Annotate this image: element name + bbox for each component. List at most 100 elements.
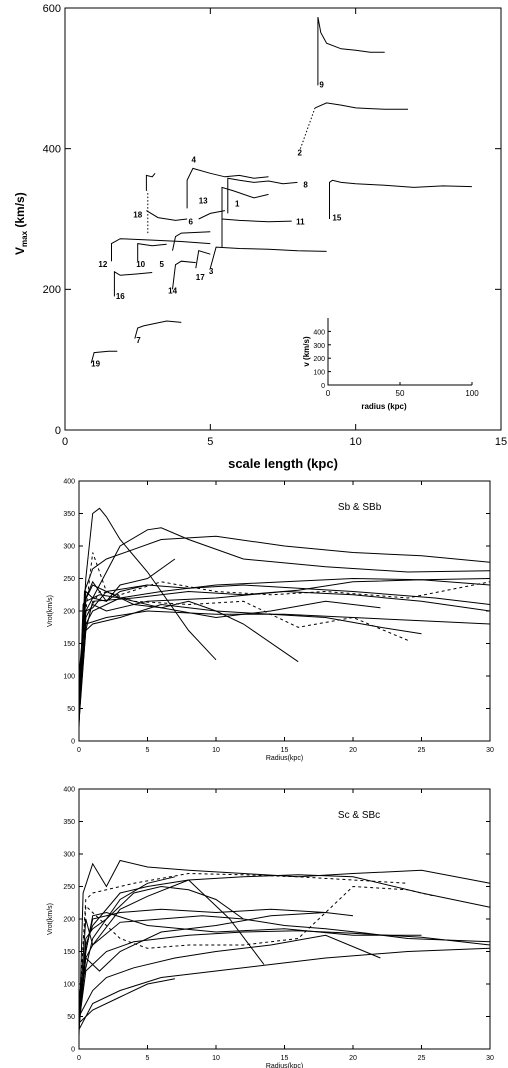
x-tick-label-2-3: 15 <box>281 1055 289 1062</box>
galaxy-curve-7 <box>134 320 182 339</box>
rotation-curve-1-9 <box>78 594 381 690</box>
y-axis-label-0: Vmax (km/s) <box>13 192 29 255</box>
galaxy-curve-1 <box>221 186 269 248</box>
x-tick-label-0-2: 10 <box>350 436 362 448</box>
inset-y-tick-label-3: 300 <box>313 343 325 350</box>
x-tick-label-1-1: 5 <box>146 747 150 754</box>
galaxy-label-13: 13 <box>199 197 208 206</box>
y-axis-label-1: Vrot(km/s) <box>47 595 54 627</box>
x-axis-label-2: Radius(kpc) <box>266 1063 303 1068</box>
x-tick-label-2-6: 30 <box>486 1055 494 1062</box>
galaxy-curve-13 <box>198 210 225 220</box>
galaxy-curve-10 <box>137 243 167 262</box>
x-tick-label-1-4: 20 <box>349 747 357 754</box>
rotation-curve-2-10 <box>78 978 175 1024</box>
rotation-curve-2-11 <box>78 911 422 1030</box>
x-tick-label-1-5: 25 <box>418 747 426 754</box>
inset-y-tick-label-1: 100 <box>313 370 325 377</box>
rotation-curve-1-11 <box>78 610 491 716</box>
y-tick-label-1-1: 50 <box>67 706 75 713</box>
galaxy-curve-8 <box>227 177 298 214</box>
galaxy-curve-5 <box>172 231 211 251</box>
rotation-curve-1-13 <box>78 581 491 722</box>
rotation-curve-1-5 <box>78 577 491 709</box>
rotation-curve-2-8 <box>78 934 381 1017</box>
x-tick-label-0-1: 5 <box>207 436 213 448</box>
galaxy-curve-4 <box>186 167 269 209</box>
galaxy-label-1: 1 <box>235 199 240 208</box>
rotation-curve-2-2 <box>78 915 491 1024</box>
inset-x-tick-label-0: 0 <box>326 389 331 398</box>
galaxy-label-8: 8 <box>303 180 308 189</box>
x-tick-label-1-2: 10 <box>212 747 220 754</box>
galaxy-label-19: 19 <box>91 360 100 369</box>
galaxy-label-14: 14 <box>168 287 177 296</box>
inset-axes <box>327 318 472 386</box>
y-tick-label-1-8: 400 <box>63 478 75 485</box>
y-tick-label-2-5: 250 <box>63 884 75 891</box>
galaxy-curve-9 <box>317 17 385 86</box>
y-tick-label-2-3: 150 <box>63 949 75 956</box>
galaxy-label-9: 9 <box>319 80 324 89</box>
galaxy-label-15: 15 <box>332 213 341 222</box>
galaxy-label-5: 5 <box>159 260 164 269</box>
rotation-curve-2-6 <box>78 879 265 1017</box>
rotation-curve-1-0 <box>78 507 217 703</box>
galaxy-curve-18 <box>145 172 156 191</box>
y-tick-label-1-0: 0 <box>71 738 75 745</box>
galaxy-label-7: 7 <box>136 336 141 345</box>
x-axis-label-1: Radius(kpc) <box>266 755 303 762</box>
x-tick-label-2-2: 10 <box>212 1055 220 1062</box>
y-tick-label-1-5: 250 <box>63 576 75 583</box>
galaxy-label-10: 10 <box>136 260 145 269</box>
y-tick-label-2-6: 300 <box>63 851 75 858</box>
x-axis-label-0: scale length (kpc) <box>228 456 338 471</box>
inset-x-label: radius (kpc) <box>361 402 407 411</box>
y-tick-label-1-7: 350 <box>63 511 75 518</box>
y-tick-label-1-2: 100 <box>63 673 75 680</box>
plot-frame-0 <box>64 7 502 431</box>
rotation-curve-1-14 <box>78 552 408 716</box>
galaxy-label-6: 6 <box>189 218 194 227</box>
galaxy-label-16: 16 <box>116 292 125 301</box>
x-tick-label-1-0: 0 <box>77 747 81 754</box>
y-tick-label-2-8: 400 <box>63 786 75 793</box>
x-tick-label-2-1: 5 <box>146 1055 150 1062</box>
x-tick-label-2-4: 20 <box>349 1055 357 1062</box>
galaxy-curve-16 <box>113 270 153 297</box>
y-tick-label-2-2: 100 <box>63 981 75 988</box>
rotation-curve-2-5 <box>78 885 244 998</box>
y-tick-label-2-4: 200 <box>63 916 75 923</box>
galaxy-curve-14 <box>172 260 196 290</box>
galaxy-label-3: 3 <box>209 267 214 276</box>
y-tick-label-1-4: 200 <box>63 608 75 615</box>
panel-annotation-2: Sc & SBc <box>338 810 380 821</box>
x-tick-label-2-0: 0 <box>77 1055 81 1062</box>
x-tick-label-0-0: 0 <box>62 436 68 448</box>
inset-y-tick-label-0: 0 <box>321 383 325 390</box>
y-tick-label-0-1: 200 <box>43 284 61 296</box>
galaxy-curve-12 <box>111 238 211 262</box>
y-tick-label-1-3: 150 <box>63 641 75 648</box>
rotation-curve-1-12 <box>78 580 148 677</box>
rotation-curve-1-7 <box>78 603 422 716</box>
galaxy-curve-17 <box>195 250 211 269</box>
galaxy-label-18: 18 <box>133 211 142 220</box>
y-tick-label-0-0: 0 <box>55 425 61 437</box>
rotation-curve-1-2 <box>78 535 491 729</box>
rotation-curve-2-7 <box>78 876 176 1024</box>
galaxy-curve-2 <box>314 102 408 110</box>
x-tick-label-1-6: 30 <box>486 747 494 754</box>
rotation-curve-2-14 <box>78 872 408 1011</box>
galaxy-label-2: 2 <box>298 149 303 158</box>
galaxy-curve-15 <box>329 179 472 219</box>
galaxy-label-11: 11 <box>296 218 305 227</box>
inset-y-label: v (km/s) <box>302 336 311 367</box>
rotation-curve-2-0 <box>78 859 491 1037</box>
rotation-curve-2-4 <box>78 911 354 1011</box>
rotation-curve-2-9 <box>78 947 491 1030</box>
plot-frame-2 <box>78 788 491 1050</box>
inset-x-tick-label-1: 50 <box>396 389 405 398</box>
dotted-link-0 <box>299 107 316 149</box>
